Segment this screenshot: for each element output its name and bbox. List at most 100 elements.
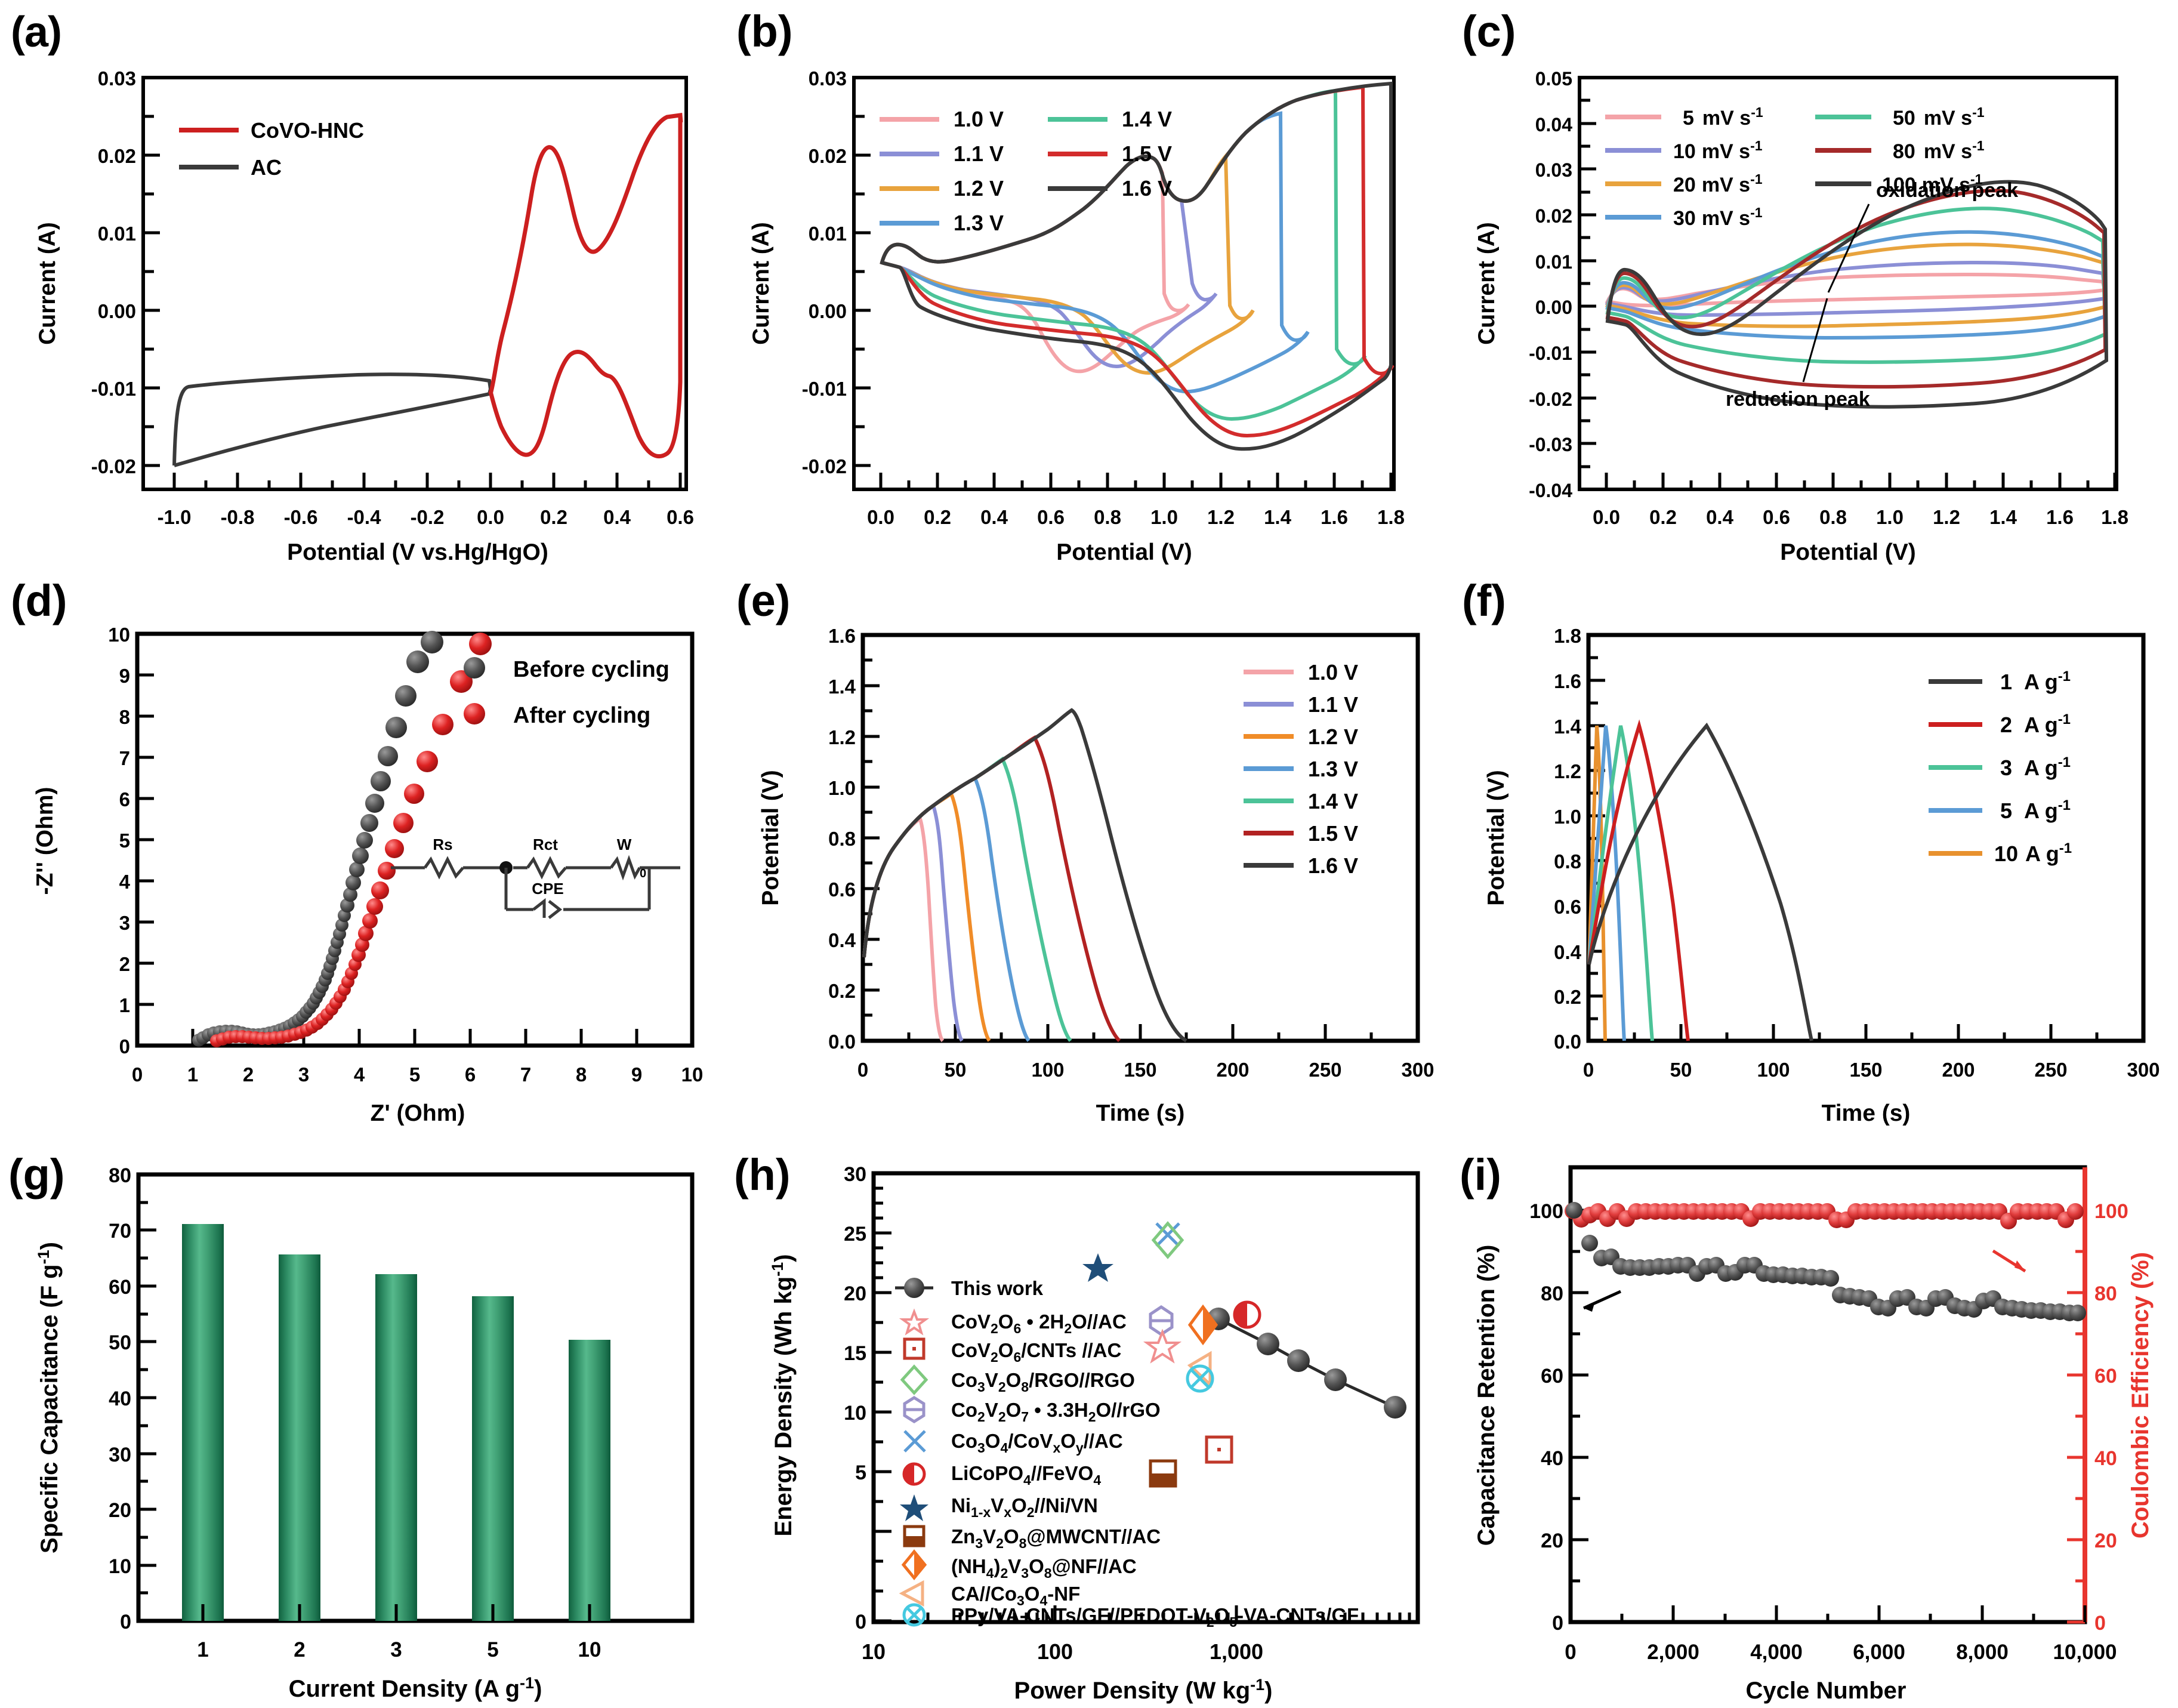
panel-a-xtick-4: -0.2 xyxy=(411,506,445,528)
panel-e-xtick-6: 300 xyxy=(1401,1059,1434,1081)
panel-b-xtick-2: 0.4 xyxy=(980,506,1008,528)
panel-c-ytick-2: 0.03 xyxy=(1535,159,1572,181)
panel-f-xlabel: Time (s) xyxy=(1822,1100,1911,1126)
legend-marker-this-work xyxy=(904,1278,924,1298)
panel-g-xtick-2: 3 xyxy=(390,1638,402,1661)
panel-h-legend-item-10: CA//Co3O4-NF xyxy=(951,1583,1080,1608)
panel-d-yaxis: 10 9 8 7 6 5 4 3 2 1 0 xyxy=(108,624,154,1058)
panel-b-xtick-7: 1.4 xyxy=(1264,506,1292,528)
panel-c-legend-sup-0: -1 xyxy=(1751,104,1763,120)
panel-f-legend-unit-4: A g xyxy=(2025,841,2059,866)
panel-i-yaxis-right: 100 80 60 40 20 0 xyxy=(2067,1200,2128,1635)
panel-b-ytick-4: -0.01 xyxy=(802,378,847,400)
panel-i-series-coulombic xyxy=(1565,1203,2084,1229)
panel-c-xtick-8: 1.6 xyxy=(2046,506,2074,528)
panel-c-legend-sup-2: -1 xyxy=(1750,171,1763,187)
panel-d-xtick-4: 4 xyxy=(354,1063,365,1086)
panel-c-legend-sup-3: -1 xyxy=(1750,205,1763,220)
panel-c-xlabel: Potential (V) xyxy=(1780,539,1916,565)
legend-marker-ni-vno2 xyxy=(900,1494,928,1521)
panel-h-legend-item-6: LiCoPO4//FeVO4 xyxy=(951,1462,1101,1488)
datapoint-this-work-2 xyxy=(1257,1333,1279,1355)
panel-g-xtick-0: 1 xyxy=(197,1638,208,1661)
panel-c-annotation-oxidation: oxidation peak xyxy=(1876,179,2018,202)
panel-d-ytick-8: 2 xyxy=(119,953,130,975)
panel-a-ylabel: Current (A) xyxy=(35,222,60,345)
panel-c-ytick-3: 0.02 xyxy=(1535,205,1572,227)
svg-text:1A g-1: 1 A g-1 xyxy=(2000,668,2071,694)
panel-c-legend-val-6: 100 xyxy=(1882,174,1916,196)
panel-h-legend-item-0: This work xyxy=(951,1277,1044,1299)
panel-h-legend-item-8: Zn3V2O8@MWCNT//AC xyxy=(951,1525,1161,1551)
panel-i-ylabel-right: Coulombic Efficiency (%) xyxy=(2127,1252,2154,1539)
panel-h-legend-item-4: Co2V2O7 • 3.3H2O//rGO xyxy=(951,1399,1161,1425)
panel-b-ytick-5: -0.02 xyxy=(802,455,847,477)
panel-c-ytick-1: 0.04 xyxy=(1535,114,1572,135)
panel-b-yaxis: 0.03 0.02 0.01 0.00 -0.01 -0.02 xyxy=(802,67,871,477)
panel-a-frame xyxy=(141,76,688,491)
panel-d-xtick-3: 3 xyxy=(298,1063,309,1086)
panel-f-xaxis: 0 50 100 150 200 250 300 xyxy=(1583,1024,2160,1081)
panel-h-xlabel: Power Density (W kg-1) xyxy=(1014,1676,1273,1704)
panel-a-legend: CoVO-HNC AC xyxy=(179,118,364,180)
panel-c-legend-unit-5: mV s xyxy=(1924,140,1972,163)
panel-c-legend-val-5: 80 xyxy=(1893,140,1915,163)
panel-g-xtick-1: 2 xyxy=(294,1638,305,1661)
panel-h-ytick-2: 20 xyxy=(844,1282,866,1305)
panel-e-xtick-4: 200 xyxy=(1216,1059,1249,1081)
panel-f-frame xyxy=(1586,633,2146,1043)
panel-c-legend: 5 mV s-1 10 mV s-1 20 mV s-1 30 mV s-1 50 mV … xyxy=(1605,104,1985,230)
panel-g-ytick-4: 40 xyxy=(109,1388,131,1410)
panel-g-xlabel-main: Current Density (A g xyxy=(289,1676,520,1702)
panel-c-ytick-9: -0.04 xyxy=(1529,480,1572,501)
panel-h-xlabel-main: Power Density (W kg xyxy=(1014,1678,1251,1704)
panel-e-legend-item-5: 1.5 V xyxy=(1308,821,1358,846)
panel-f-legend-val-0: 1 xyxy=(2000,670,2012,694)
panel-i-xtick-0: 0 xyxy=(1565,1641,1576,1664)
panel-c-xtick-4: 0.8 xyxy=(1819,506,1847,528)
panel-e-legend-item-6: 1.6 V xyxy=(1308,853,1358,878)
panel-e-ytick-2: 1.2 xyxy=(828,726,856,748)
datapoint-ni-vno2 xyxy=(1082,1253,1113,1282)
panel-f-legend-val-2: 3 xyxy=(2000,756,2012,780)
panel-c-legend-sup-1: -1 xyxy=(1750,138,1763,153)
panel-i-ylabel-left: Capacitance Retention (%) xyxy=(1473,1245,1500,1546)
panel-f: (f) 1.8 1.6 1.4 1.2 xyxy=(1451,569,2178,1139)
panel-a: (a) 0.03 0.02 0.01 0.00 -0.01 -0.02 xyxy=(0,0,726,569)
panel-a-xtick-8: 0.6 xyxy=(667,506,694,528)
panel-f-legend-sup-3: -1 xyxy=(2058,797,2071,813)
panel-d-circuit-inset xyxy=(391,855,680,919)
panel-f-ytick-3: 1.2 xyxy=(1554,760,1581,782)
panel-b-xtick-9: 1.8 xyxy=(1377,506,1405,528)
panel-b-xlabel: Potential (V) xyxy=(1056,539,1192,565)
panel-e-tag: (e) xyxy=(736,576,790,625)
panel-i-xtick-4: 8,000 xyxy=(1956,1641,2009,1664)
panel-i-ytick-right-3: 40 xyxy=(2094,1447,2117,1470)
panel-d-series-after xyxy=(210,633,492,1047)
panel-i-xaxis: 0 2,000 4,000 6,000 8,000 10,000 xyxy=(1565,1605,2117,1664)
panel-i-ytick-left-0: 100 xyxy=(1529,1200,1563,1223)
panel-c-ytick-0: 0.05 xyxy=(1535,68,1572,90)
panel-e-legend: 1.0 V 1.1 V 1.2 V 1.3 V 1.4 V 1.5 V 1.6 … xyxy=(1244,660,1358,878)
panel-h-ylabel-end: ) xyxy=(770,1254,797,1262)
svg-text:2A g-1: 2 A g-1 xyxy=(2000,711,2071,737)
panel-c-ylabel: Current (A) xyxy=(1474,222,1500,345)
panel-b-legend-item-3: 1.3 V xyxy=(954,211,1004,235)
panel-a-xtick-5: 0.0 xyxy=(477,506,504,528)
panel-d-circuit-label-w: W xyxy=(617,835,632,853)
panel-a-ytick-3: 0.00 xyxy=(98,300,136,322)
panel-h-legend-item-11: PPy/VA-CNTs/GF//PEDOT-V2O5-VA-CNTs/GF xyxy=(951,1604,1359,1630)
panel-c-legend-val-1: 10 xyxy=(1673,140,1696,163)
panel-b-ytick-0: 0.03 xyxy=(809,67,847,90)
panel-c-xtick-0: 0.0 xyxy=(1593,506,1620,528)
panel-c: (c) 0.05 0.04 0.03 0.02 xyxy=(1451,0,2178,569)
panel-a-xtick-6: 0.2 xyxy=(540,506,567,528)
svg-text:5A g-1: 5 A g-1 xyxy=(2000,797,2071,823)
panel-g-tag: (g) xyxy=(8,1150,65,1200)
panel-d-xtick-5: 5 xyxy=(409,1063,420,1086)
panel-h-frame xyxy=(871,1171,1420,1624)
panel-i-xtick-1: 2,000 xyxy=(1647,1641,1699,1664)
panel-b-xtick-1: 0.2 xyxy=(924,506,951,528)
